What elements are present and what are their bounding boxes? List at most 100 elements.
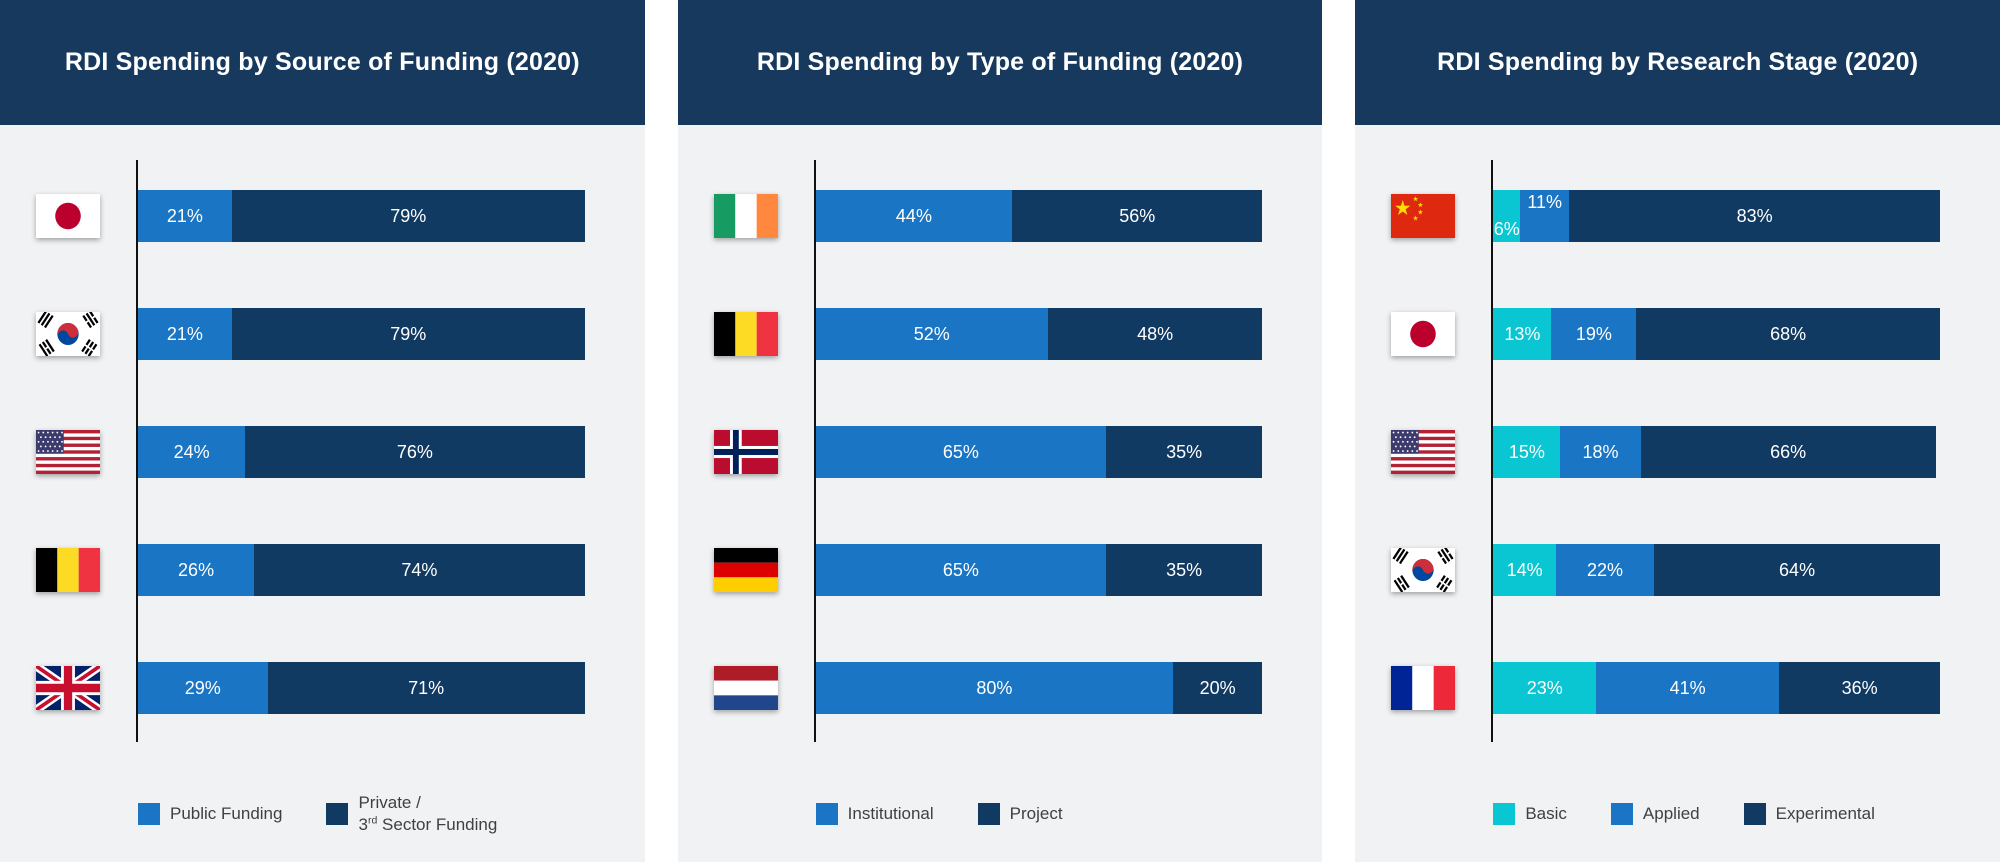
bar-segment-basic: 13% xyxy=(1493,308,1552,360)
bar-value-label: 13% xyxy=(1504,323,1541,344)
legend-swatch xyxy=(1610,803,1633,825)
bar-value-label: 20% xyxy=(1199,677,1236,698)
legend-item-public-funding: Public Funding xyxy=(138,803,283,826)
legend-item-applied: Applied xyxy=(1610,803,1700,825)
panel-source-of-funding: RDI Spending by Source of Funding (2020)… xyxy=(0,0,645,862)
bar-value-label: 76% xyxy=(396,441,433,462)
bar-value-label: 66% xyxy=(1770,441,1807,462)
bar-segment-private-3rd-sector-funding: 71% xyxy=(267,662,585,714)
bar-value-label: 65% xyxy=(942,559,979,580)
bar-value-label: 74% xyxy=(401,559,438,580)
bar-value-label: 79% xyxy=(390,323,427,344)
bar-segment-basic: 6% xyxy=(1493,190,1521,242)
bar-value-label: 79% xyxy=(390,205,427,226)
bar-value-label: 83% xyxy=(1736,205,1773,226)
bar-segment-applied: 41% xyxy=(1596,662,1780,714)
bar-value-label: 29% xyxy=(184,677,221,698)
bar-segment-experimental: 66% xyxy=(1640,426,1936,478)
bar-segment-institutional: 52% xyxy=(815,308,1048,360)
legend-swatch xyxy=(977,803,1000,825)
chart: 6% 11% 83% 13% 19% 68% 15% 18% 66% 14% 22% 64% 23% 41… xyxy=(1391,160,1940,742)
bar-segment-project: 35% xyxy=(1106,544,1263,596)
bar-row-united-kingdom: 29% 71% xyxy=(36,662,585,714)
flag-france-icon xyxy=(1391,666,1456,710)
bar-segment-institutional: 65% xyxy=(815,544,1106,596)
flag-japan-icon xyxy=(1391,312,1456,356)
bar-row-china: 6% 11% 83% xyxy=(1391,190,1940,242)
bar-segment-public-funding: 21% xyxy=(138,308,232,360)
bar-segment-private-3rd-sector-funding: 74% xyxy=(254,544,585,596)
bar-segment-private-3rd-sector-funding: 79% xyxy=(231,190,585,242)
panel-title: RDI Spending by Type of Funding (2020) xyxy=(756,48,1244,76)
legend: Institutional Project xyxy=(815,792,1308,836)
legend-label: Project xyxy=(1009,803,1063,823)
bar-row-south-korea: 14% 22% 64% xyxy=(1391,544,1940,596)
bar-value-label: 44% xyxy=(895,205,932,226)
bar-segment-project: 20% xyxy=(1173,662,1263,714)
bar-row-ireland: 44% 56% xyxy=(713,190,1263,242)
bar-segment-public-funding: 26% xyxy=(138,544,255,596)
panel-header: RDI Spending by Research Stage (2020) xyxy=(1355,0,2000,125)
bar-segment-applied: 22% xyxy=(1555,544,1655,596)
legend-label: Public Funding xyxy=(170,804,283,824)
bar-segment-project: 35% xyxy=(1106,426,1263,478)
bar-segment-applied: 19% xyxy=(1551,308,1637,360)
panel-header: RDI Spending by Type of Funding (2020) xyxy=(677,0,1323,125)
bar-value-label: 64% xyxy=(1779,559,1816,580)
panel-title: RDI Spending by Research Stage (2020) xyxy=(1437,48,1919,76)
legend-item-institutional: Institutional xyxy=(815,803,934,825)
bar-value-label: 71% xyxy=(408,677,445,698)
legend-item-project: Project xyxy=(977,803,1063,825)
bar-value-label: 15% xyxy=(1508,441,1545,462)
panel-research-stage: RDI Spending by Research Stage (2020) 6%… xyxy=(1355,0,2000,862)
legend-label: Basic xyxy=(1525,803,1567,823)
legend-label: Institutional xyxy=(847,803,934,823)
bar-value-label: 35% xyxy=(1166,441,1203,462)
flag-ireland-icon xyxy=(713,194,778,238)
bar-row-norway: 65% 35% xyxy=(713,426,1263,478)
panel-title: RDI Spending by Source of Funding (2020) xyxy=(64,48,580,76)
flag-united-states-icon xyxy=(1391,430,1456,474)
bar-segment-public-funding: 29% xyxy=(138,662,268,714)
bar-value-label: 48% xyxy=(1137,323,1174,344)
bar-row-belgium: 52% 48% xyxy=(713,308,1263,360)
flag-germany-icon xyxy=(713,548,778,592)
bar-value-label: 21% xyxy=(166,205,203,226)
bar-value-label: 23% xyxy=(1526,677,1563,698)
flag-japan-icon xyxy=(36,194,100,238)
bar-segment-private-3rd-sector-funding: 76% xyxy=(245,426,585,478)
bar-value-label: 6% xyxy=(1493,219,1520,239)
bar-segment-applied: 11% xyxy=(1520,190,1570,242)
bar-row-france: 23% 41% 36% xyxy=(1391,662,1940,714)
bar-segment-institutional: 44% xyxy=(815,190,1013,242)
axis-line xyxy=(813,160,816,742)
flag-netherlands-icon xyxy=(713,666,778,710)
legend: Basic Applied Experimental xyxy=(1493,792,1985,836)
panel-type-of-funding: RDI Spending by Type of Funding (2020) 4… xyxy=(677,0,1323,862)
bar-segment-project: 48% xyxy=(1047,308,1263,360)
legend-label: Private /3rd Sector Funding xyxy=(358,793,498,835)
flag-belgium-icon xyxy=(36,548,100,592)
legend-swatch xyxy=(1743,803,1766,825)
bar-segment-experimental: 36% xyxy=(1779,662,1940,714)
legend-item-basic: Basic xyxy=(1493,803,1567,825)
legend: Public Funding Private /3rd Sector Fundin… xyxy=(138,792,630,836)
chart: 21% 79% 21% 79% 24% 76% 26% 74% 29% 71% xyxy=(36,160,585,742)
flag-china-icon xyxy=(1391,194,1456,238)
bar-segment-institutional: 65% xyxy=(815,426,1106,478)
bar-row-germany: 65% 35% xyxy=(713,544,1263,596)
legend-label: Experimental xyxy=(1775,803,1875,823)
bar-value-label: 35% xyxy=(1166,559,1203,580)
legend-swatch xyxy=(326,803,349,826)
bar-value-label: 14% xyxy=(1506,559,1543,580)
bar-value-label: 24% xyxy=(173,441,210,462)
panel-header: RDI Spending by Source of Funding (2020) xyxy=(0,0,645,125)
bar-row-belgium: 26% 74% xyxy=(36,544,585,596)
bar-value-label: 36% xyxy=(1841,677,1878,698)
bar-segment-experimental: 64% xyxy=(1654,544,1940,596)
bar-segment-applied: 18% xyxy=(1560,426,1641,478)
bar-segment-private-3rd-sector-funding: 79% xyxy=(231,308,585,360)
legend-swatch xyxy=(815,803,838,825)
legend-swatch xyxy=(138,803,160,826)
